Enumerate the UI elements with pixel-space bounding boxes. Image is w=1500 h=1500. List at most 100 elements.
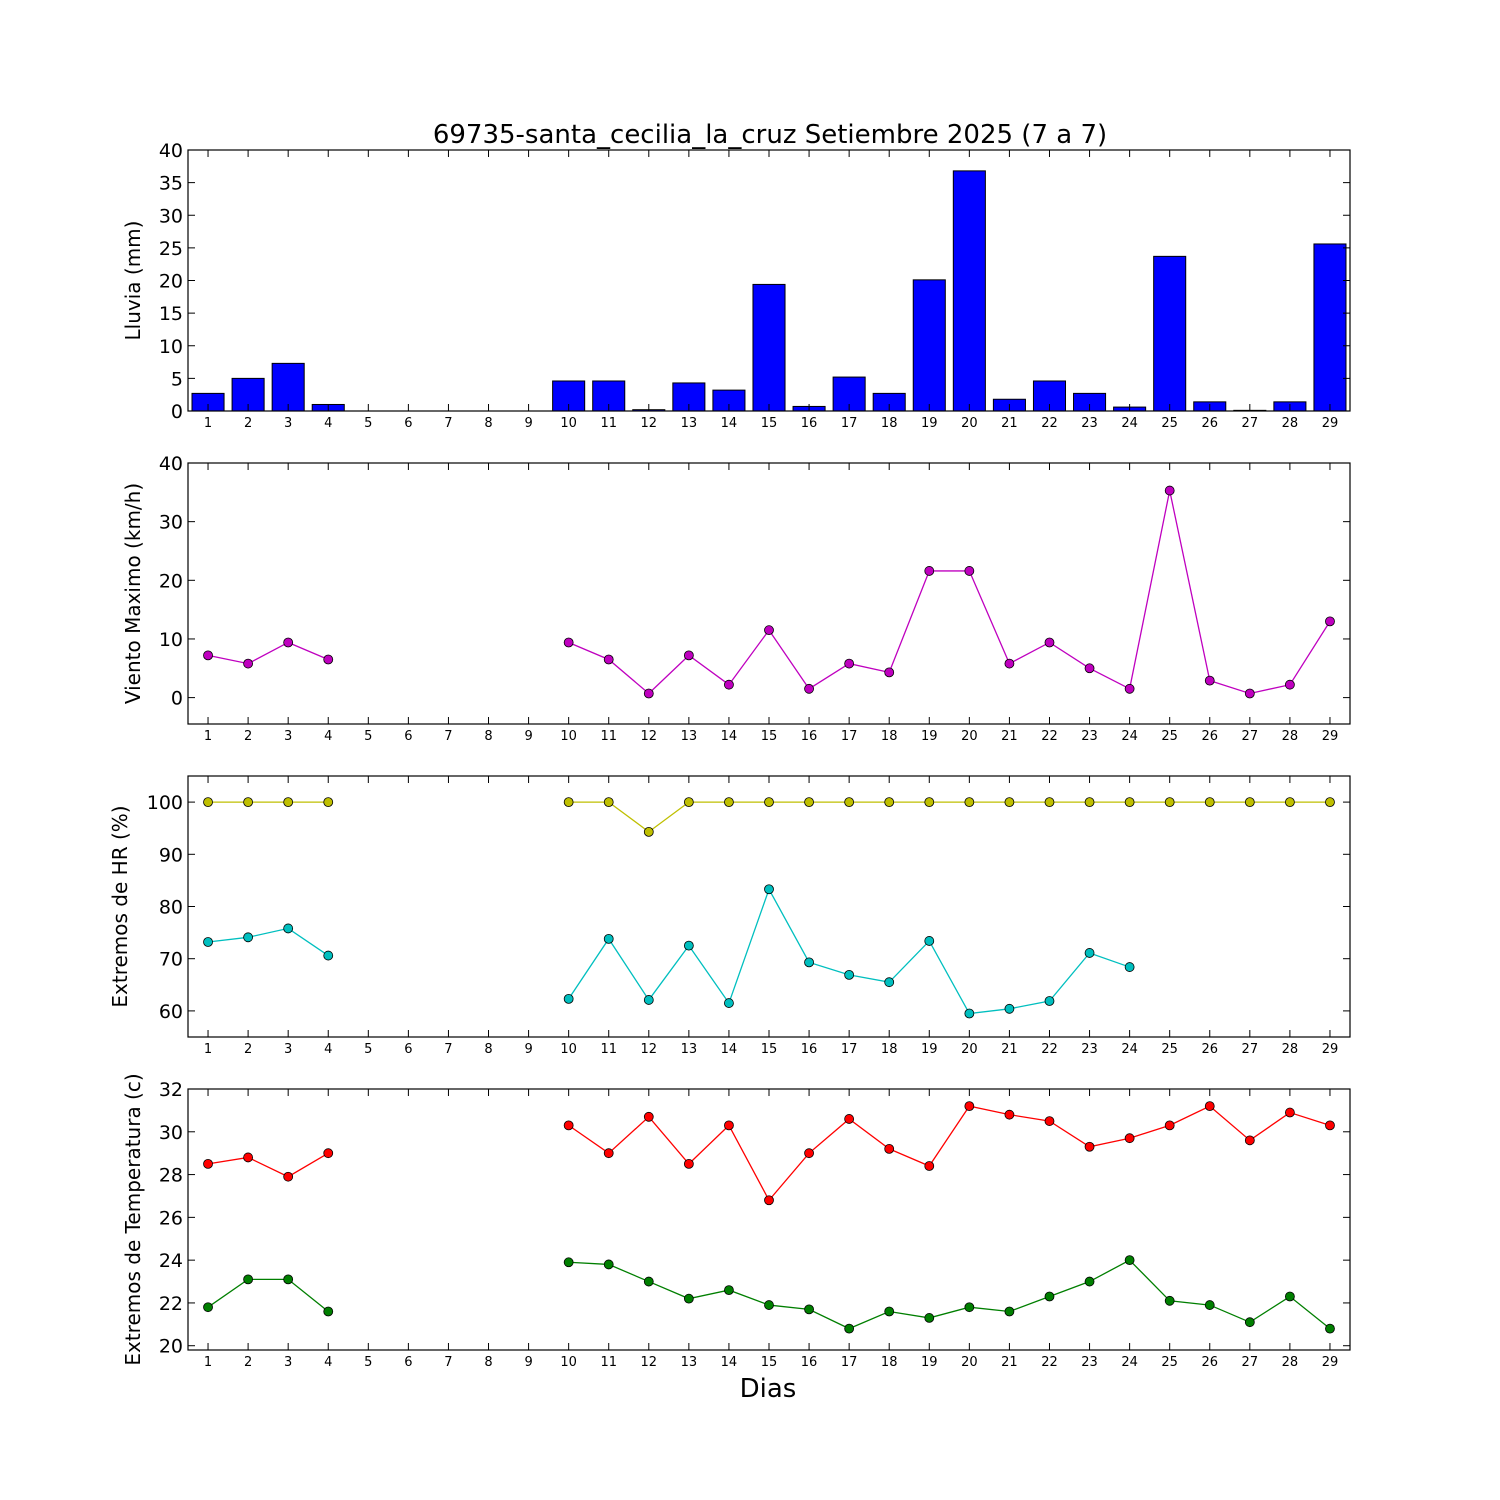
x-axis-label: Dias <box>740 1374 797 1404</box>
point-hr-0-day-26 <box>1204 797 1215 807</box>
plot-frame-viento <box>187 462 1351 725</box>
x-tick-label: 19 <box>921 416 938 431</box>
point-hr-0-day-13 <box>683 797 694 807</box>
bar-lluvia-day-29 <box>1313 243 1347 412</box>
x-tick-label: 16 <box>801 729 818 744</box>
x-tick-label: 18 <box>881 729 898 744</box>
x-tick-label: 3 <box>284 729 292 744</box>
point-viento-0-day-29 <box>1325 616 1335 627</box>
x-tick-label: 9 <box>524 416 532 431</box>
point-hr-0-day-11 <box>603 797 614 807</box>
point-hr-0-day-27 <box>1244 797 1255 807</box>
x-tick-label: 13 <box>681 1042 698 1057</box>
point-temp-0-day-24 <box>1124 1133 1135 1144</box>
point-hr-0-day-1 <box>203 797 213 807</box>
y-tick-label: 90 <box>159 844 183 866</box>
x-tick-label: 14 <box>721 1355 738 1370</box>
x-tick-label: 7 <box>444 729 452 744</box>
y-axis-label-temp: Extremos de Temperatura (c) <box>121 1073 145 1365</box>
y-tick-label: 0 <box>171 401 183 423</box>
x-tick-label: 11 <box>600 416 617 431</box>
point-hr-0-day-20 <box>964 797 975 807</box>
y-tick-label: 28 <box>159 1165 183 1187</box>
bar-lluvia-day-20 <box>952 170 986 412</box>
x-tick-label: 2 <box>244 416 252 431</box>
point-hr-1-day-20 <box>964 1008 975 1019</box>
point-hr-1-day-4 <box>323 950 334 961</box>
bar-lluvia-day-25 <box>1153 255 1187 412</box>
y-tick-label: 10 <box>159 336 183 358</box>
point-viento-0-day-16 <box>804 683 814 694</box>
point-temp-1-day-26 <box>1204 1300 1215 1310</box>
y-tick-label: 15 <box>159 303 183 325</box>
point-temp-0-day-29 <box>1325 1120 1335 1131</box>
point-hr-0-day-3 <box>283 797 294 807</box>
point-viento-0-day-15 <box>764 625 774 636</box>
x-tick-label: 2 <box>244 1355 252 1370</box>
x-tick-label: 4 <box>324 729 332 744</box>
x-tick-label: 14 <box>721 729 738 744</box>
x-tick-label: 27 <box>1242 1355 1259 1370</box>
x-tick-label: 7 <box>444 1355 452 1370</box>
y-tick-label: 20 <box>159 1336 183 1358</box>
x-tick-label: 14 <box>721 1042 738 1057</box>
point-temp-1-day-21 <box>1004 1306 1015 1317</box>
x-tick-label: 12 <box>641 729 658 744</box>
x-tick-label: 10 <box>560 1042 577 1057</box>
point-viento-0-day-23 <box>1084 663 1095 674</box>
x-tick-label: 24 <box>1121 729 1138 744</box>
x-tick-label: 23 <box>1081 416 1098 431</box>
point-hr-0-day-16 <box>804 797 814 807</box>
point-hr-1-day-2 <box>243 932 254 943</box>
x-tick-label: 19 <box>921 1355 938 1370</box>
x-tick-label: 11 <box>600 1355 617 1370</box>
point-hr-1-day-23 <box>1084 948 1095 958</box>
x-tick-label: 28 <box>1282 729 1299 744</box>
point-temp-0-day-23 <box>1084 1141 1095 1152</box>
x-tick-label: 22 <box>1041 416 1058 431</box>
x-tick-label: 21 <box>1001 1042 1018 1057</box>
series-line-viento-0 <box>207 641 329 665</box>
x-tick-label: 29 <box>1322 416 1339 431</box>
point-hr-0-day-25 <box>1164 797 1175 807</box>
x-tick-label: 20 <box>961 1042 978 1057</box>
x-tick-label: 12 <box>641 416 658 431</box>
point-temp-1-day-10 <box>563 1257 574 1268</box>
y-axis-label-viento: Viento Maximo (km/h) <box>121 483 145 704</box>
point-viento-0-day-2 <box>243 658 254 669</box>
x-tick-label: 13 <box>681 729 698 744</box>
point-temp-1-day-22 <box>1044 1291 1055 1302</box>
x-tick-label: 10 <box>560 729 577 744</box>
series-line-hr-1 <box>568 887 1130 1015</box>
series-line-temp-1 <box>207 1278 329 1312</box>
x-tick-label: 15 <box>761 1042 778 1057</box>
x-tick-label: 23 <box>1081 1042 1098 1057</box>
x-tick-label: 4 <box>324 1355 332 1370</box>
x-tick-label: 2 <box>244 1042 252 1057</box>
x-tick-label: 28 <box>1282 416 1299 431</box>
x-tick-label: 18 <box>881 1355 898 1370</box>
x-tick-label: 10 <box>560 1355 577 1370</box>
bar-lluvia-day-15 <box>752 283 786 412</box>
point-hr-0-day-4 <box>323 797 334 807</box>
point-temp-0-day-19 <box>924 1161 935 1171</box>
y-tick-label: 60 <box>159 1001 183 1023</box>
point-viento-0-day-22 <box>1044 637 1055 648</box>
point-temp-0-day-28 <box>1284 1107 1295 1118</box>
point-temp-0-day-12 <box>643 1111 654 1122</box>
series-line-temp-0 <box>568 1105 1331 1202</box>
point-hr-1-day-18 <box>884 977 895 988</box>
point-temp-0-day-25 <box>1164 1120 1175 1131</box>
x-tick-label: 29 <box>1322 1355 1339 1370</box>
x-tick-label: 3 <box>284 1355 292 1370</box>
point-hr-1-day-1 <box>203 937 213 947</box>
x-tick-label: 22 <box>1041 1355 1058 1370</box>
point-temp-0-day-13 <box>683 1158 694 1169</box>
point-temp-0-day-26 <box>1204 1101 1215 1112</box>
point-temp-0-day-17 <box>844 1114 855 1124</box>
point-temp-1-day-20 <box>964 1302 975 1313</box>
x-tick-label: 13 <box>681 1355 698 1370</box>
point-hr-0-day-10 <box>563 797 574 807</box>
point-temp-1-day-2 <box>243 1274 254 1285</box>
